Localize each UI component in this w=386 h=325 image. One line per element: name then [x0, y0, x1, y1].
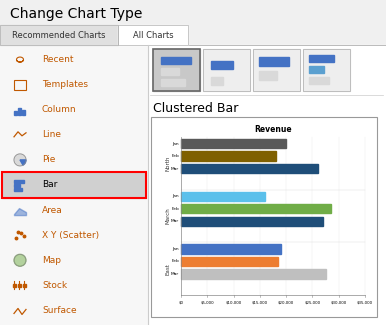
Bar	[161, 57, 191, 64]
Text: $15,000: $15,000	[252, 300, 268, 304]
Bar	[181, 269, 325, 279]
Bar	[259, 57, 289, 66]
Text: Change Chart Type: Change Chart Type	[10, 7, 142, 21]
Bar	[181, 191, 265, 201]
Text: Stock: Stock	[42, 281, 67, 290]
Text: $25,000: $25,000	[305, 300, 320, 304]
Bar	[2, 173, 146, 198]
Text: Recent: Recent	[42, 55, 73, 64]
Text: East: East	[165, 263, 170, 275]
Bar	[181, 244, 281, 254]
Bar	[309, 55, 334, 62]
Text: Feb: Feb	[171, 259, 179, 264]
Bar	[18, 108, 21, 115]
Bar	[161, 79, 185, 86]
Text: $10,000: $10,000	[225, 300, 242, 304]
Text: March: March	[165, 208, 170, 224]
Text: Feb: Feb	[171, 154, 179, 158]
Bar	[17, 284, 20, 287]
Bar	[0, 45, 148, 325]
Text: Column: Column	[42, 105, 77, 114]
Bar	[0, 45, 386, 325]
Bar	[211, 77, 223, 85]
Text: Mar: Mar	[171, 167, 179, 171]
Text: $30,000: $30,000	[330, 300, 347, 304]
Text: Templates: Templates	[42, 80, 88, 89]
Bar	[181, 257, 278, 266]
Bar	[303, 49, 350, 91]
Bar	[203, 49, 250, 91]
Bar	[309, 66, 324, 73]
Bar	[153, 49, 200, 91]
Bar	[181, 164, 318, 173]
Text: Area: Area	[42, 206, 63, 214]
Text: $35,000: $35,000	[357, 300, 373, 304]
Text: Feb: Feb	[171, 207, 179, 211]
Text: $0: $0	[178, 300, 183, 304]
Bar	[211, 61, 233, 69]
Bar	[118, 25, 188, 45]
Text: X Y (Scatter): X Y (Scatter)	[42, 231, 99, 240]
Text: Mar: Mar	[171, 272, 179, 276]
Text: Jan: Jan	[173, 247, 179, 251]
Text: Mar: Mar	[171, 219, 179, 223]
Bar	[118, 25, 188, 45]
Text: Surface: Surface	[42, 306, 77, 315]
Text: Jan: Jan	[173, 194, 179, 198]
Bar	[181, 151, 276, 161]
Text: Line: Line	[42, 130, 61, 139]
Bar	[14, 180, 24, 183]
Bar	[153, 49, 200, 91]
Text: Bar: Bar	[42, 180, 58, 189]
Wedge shape	[20, 160, 26, 165]
Text: Clustered Bar: Clustered Bar	[153, 102, 239, 115]
Text: All Charts: All Charts	[133, 31, 173, 40]
Bar	[14, 188, 22, 191]
Text: North: North	[165, 156, 170, 171]
Bar	[2, 173, 146, 198]
Bar	[0, 45, 386, 325]
Bar	[14, 80, 26, 90]
Wedge shape	[14, 154, 26, 166]
Bar	[161, 68, 179, 75]
Bar	[12, 284, 15, 287]
Text: Map: Map	[42, 256, 61, 265]
Bar	[253, 49, 300, 91]
Text: $5,000: $5,000	[200, 300, 214, 304]
Bar	[203, 49, 250, 91]
Circle shape	[14, 254, 26, 266]
Bar	[181, 217, 323, 226]
Text: Pie: Pie	[42, 155, 55, 164]
Text: Jan: Jan	[173, 142, 179, 146]
Bar	[0, 25, 118, 45]
Bar	[309, 77, 329, 84]
Bar	[303, 49, 350, 91]
Bar	[259, 71, 277, 80]
Text: Recommended Charts: Recommended Charts	[12, 31, 106, 40]
Bar	[151, 117, 377, 317]
Bar	[14, 111, 17, 115]
Bar	[253, 49, 300, 91]
Bar	[181, 204, 331, 214]
Text: Revenue: Revenue	[254, 124, 292, 134]
Bar	[0, 0, 386, 25]
Bar	[14, 184, 20, 187]
Bar	[151, 117, 377, 317]
Text: $20,000: $20,000	[278, 300, 294, 304]
Bar	[0, 25, 118, 45]
Bar	[22, 284, 25, 287]
Bar	[22, 110, 25, 115]
Bar	[181, 139, 286, 148]
